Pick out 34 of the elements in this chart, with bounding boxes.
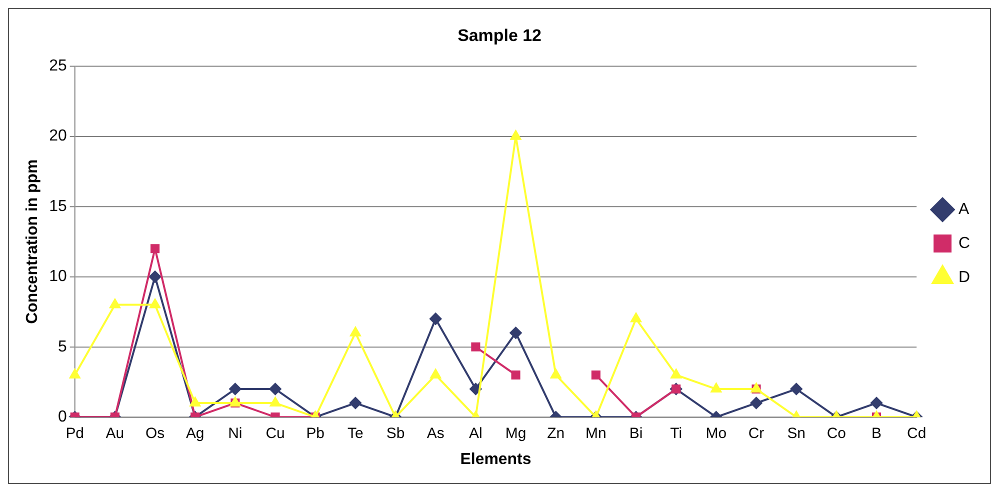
legend-label: C: [958, 234, 970, 252]
x-tick-label: Sn: [787, 425, 806, 442]
legend-label: A: [958, 201, 970, 218]
x-tick-label: Os: [145, 425, 165, 442]
x-tick-label: B: [872, 425, 882, 442]
y-tick-label: 5: [58, 338, 68, 356]
x-tick-label: Cd: [907, 425, 926, 442]
y-tick-label: 15: [49, 198, 68, 215]
x-tick-label: Mg: [505, 425, 526, 442]
x-tick-label: Al: [469, 425, 482, 442]
x-tick-label: Ti: [670, 425, 682, 442]
x-tick-label: Cu: [266, 425, 285, 442]
x-tick-label: Co: [826, 425, 846, 442]
y-axis-title: Concentration in ppm: [24, 159, 41, 324]
y-tick-label: 10: [49, 268, 68, 286]
x-tick-label: Pd: [66, 425, 84, 442]
y-tick-label: 20: [49, 128, 68, 145]
x-tick-label: Ag: [186, 425, 204, 442]
x-tick-label: Cr: [748, 425, 764, 442]
x-tick-label: Zn: [547, 425, 565, 442]
y-tick-label: 25: [49, 58, 68, 75]
x-tick-label: As: [426, 425, 444, 442]
legend-label: D: [958, 268, 970, 286]
y-tick-label: 0: [58, 408, 68, 426]
x-tick-label: Pb: [306, 425, 325, 442]
chart-title: Sample 12: [458, 26, 542, 45]
x-tick-label: Mn: [586, 425, 606, 442]
x-tick-label: Sb: [386, 425, 405, 442]
x-tick-label: Ni: [228, 425, 242, 442]
x-tick-label: Au: [106, 425, 124, 442]
x-tick-label: Te: [348, 425, 364, 442]
x-tick-label: Bi: [629, 425, 643, 442]
x-tick-label: Mo: [706, 425, 727, 442]
x-axis-title: Elements: [460, 450, 532, 468]
